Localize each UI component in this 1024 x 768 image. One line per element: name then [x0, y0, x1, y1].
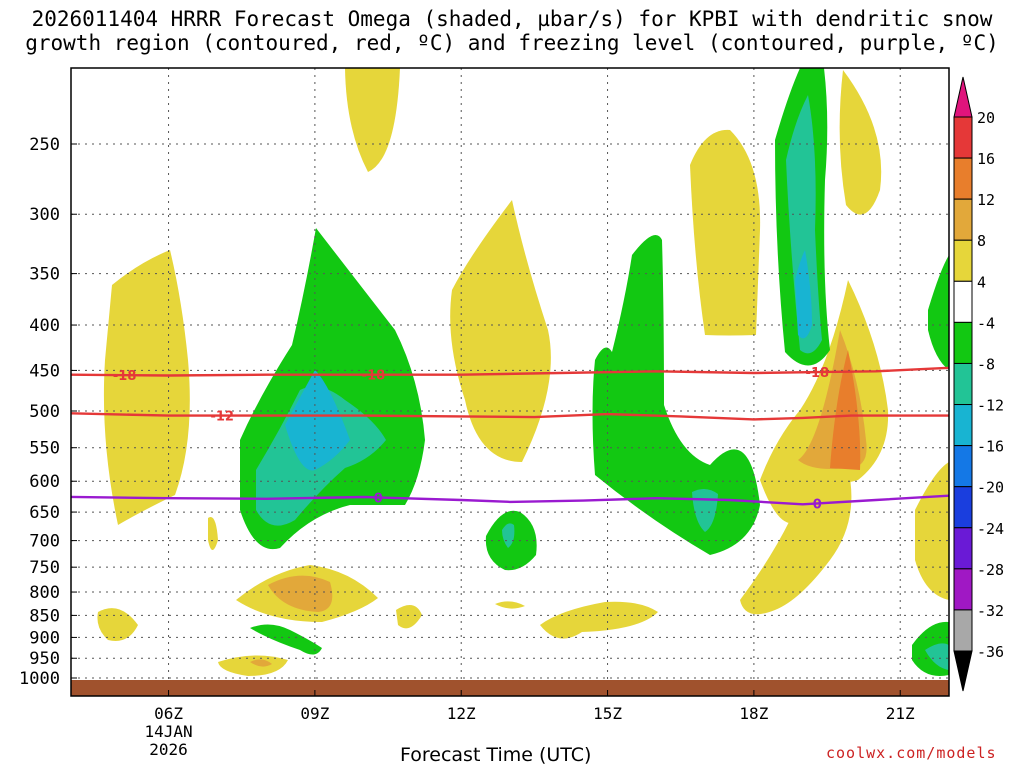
colorbar-band	[953, 609, 973, 652]
contour-label: -18	[362, 369, 386, 384]
time-tick-label: 09Z	[300, 704, 329, 723]
colorbar-band	[953, 116, 973, 159]
pressure-tick-label: 650	[29, 503, 60, 523]
x-axis-label: Forecast Time (UTC)	[400, 744, 592, 766]
omega-area--8_-4	[928, 255, 949, 370]
colorbar-label: 8	[977, 232, 986, 250]
omega-area--8_-4	[250, 624, 322, 655]
colorbar-band	[953, 321, 973, 364]
credit-text: coolwx.com/models	[826, 744, 997, 762]
colorbar-label: -16	[977, 438, 1004, 456]
omega-area-4_8	[495, 601, 525, 609]
colorbar-band	[953, 198, 973, 241]
omega-area-4_8	[915, 462, 949, 600]
omega-area--16_-12	[285, 370, 350, 471]
omega-area-4_8	[345, 68, 400, 172]
colorbar-label: -20	[977, 479, 1004, 497]
colorbar-label: 4	[977, 273, 986, 291]
omega-colorbar: 20 16 12 8 4 -4 -8 -12 -16 -20 -24 -28 -32 -36	[953, 76, 1004, 692]
pressure-tick-label: 700	[29, 532, 60, 552]
pressure-tick-label: 900	[29, 628, 60, 648]
chart-title-line-1: 2026011404 HRRR Forecast Omega (shaded, …	[31, 7, 993, 31]
omega-area-4_8	[208, 516, 218, 550]
pressure-tick-label: 750	[29, 558, 60, 578]
pressure-axis: 2503003504004505005506006507007508008509…	[19, 135, 77, 689]
colorbar-band	[953, 568, 973, 611]
colorbar-label: 20	[977, 109, 995, 127]
colorbar-label: -36	[977, 643, 1004, 661]
omega-area--12_-8	[502, 523, 515, 548]
pressure-tick-label: 450	[29, 361, 60, 381]
omega-area-4_8	[396, 605, 422, 629]
contour-label: -18	[806, 366, 830, 381]
colorbar-label: 16	[977, 150, 995, 168]
colorbar-band	[953, 527, 973, 570]
pressure-tick-label: 950	[29, 649, 60, 669]
time-tick-label: 18Z	[739, 704, 768, 723]
omega-area-4_8	[740, 468, 852, 615]
time-tick-label: 21Z	[886, 704, 915, 723]
chart-title-line-2: growth region (contoured, red, ºC) and f…	[25, 31, 999, 55]
time-tick-label: 15Z	[593, 704, 622, 723]
colorbar-label: 12	[977, 191, 995, 209]
time-tick-date: 14JAN	[144, 722, 192, 741]
pressure-tick-label: 550	[29, 439, 60, 459]
omega-area-8_12	[268, 575, 333, 612]
pressure-tick-label: 500	[29, 402, 60, 422]
omega-shading	[97, 68, 949, 676]
colorbar-max-arrow	[953, 76, 973, 118]
temperature-contours: -18 -18 -18 -12 0 0	[71, 366, 949, 512]
time-tick-label: 12Z	[447, 704, 476, 723]
plot-frame	[70, 67, 950, 697]
colorbar-label: -24	[977, 520, 1004, 538]
omega-area--12_-8	[925, 643, 949, 670]
colorbar-label: -12	[977, 397, 1004, 415]
pressure-tick-label: 300	[29, 205, 60, 225]
colorbar-label: -8	[977, 355, 995, 373]
pressure-tick-label: 400	[29, 316, 60, 336]
time-tick-year: 2026	[149, 740, 188, 759]
contour-label: -12	[210, 410, 234, 425]
omega-area-4_8	[839, 70, 882, 215]
colorbar-band	[953, 445, 973, 488]
pressure-tick-label: 250	[29, 135, 60, 155]
pressure-tick-label: 800	[29, 583, 60, 603]
colorbar-label: -32	[977, 602, 1004, 620]
colorbar-band	[953, 362, 973, 406]
colorbar-min-arrow	[953, 650, 973, 692]
colorbar-label: -28	[977, 561, 1004, 579]
colorbar-band	[953, 157, 973, 200]
colorbar-band	[953, 404, 973, 447]
omega-area-4_8	[97, 608, 138, 641]
ground-surface	[71, 680, 949, 696]
pressure-tick-label: 850	[29, 606, 60, 626]
time-tick-label: 06Z	[154, 704, 183, 723]
colorbar-label: -4	[977, 314, 995, 332]
pressure-tick-label: 600	[29, 472, 60, 492]
contour-label: 0	[813, 497, 822, 512]
colorbar-band	[953, 239, 973, 282]
omega-area-8_12	[250, 659, 272, 667]
omega-area-4_8	[103, 250, 190, 525]
omega-area--16_-12	[795, 250, 812, 339]
contour-label: 0	[374, 491, 383, 506]
omega-area-12_16	[830, 350, 861, 470]
pressure-tick-label: 1000	[19, 669, 60, 689]
contour-dendritic--12C	[71, 412, 949, 421]
colorbar-band	[953, 280, 973, 323]
omega-area--12_-8	[786, 95, 822, 354]
contour-freezing-level-0C	[71, 494, 949, 506]
omega-area-4_8	[540, 601, 658, 639]
omega-area-4_8	[690, 129, 761, 336]
colorbar-band	[953, 486, 973, 529]
contour-label: -18	[113, 369, 137, 384]
pressure-tick-label: 350	[29, 265, 60, 285]
omega-area-4_8	[218, 655, 288, 676]
omega-area--8_-4	[592, 235, 760, 555]
contour-dendritic--18C	[71, 366, 949, 377]
omega-area-4_8	[450, 200, 551, 462]
